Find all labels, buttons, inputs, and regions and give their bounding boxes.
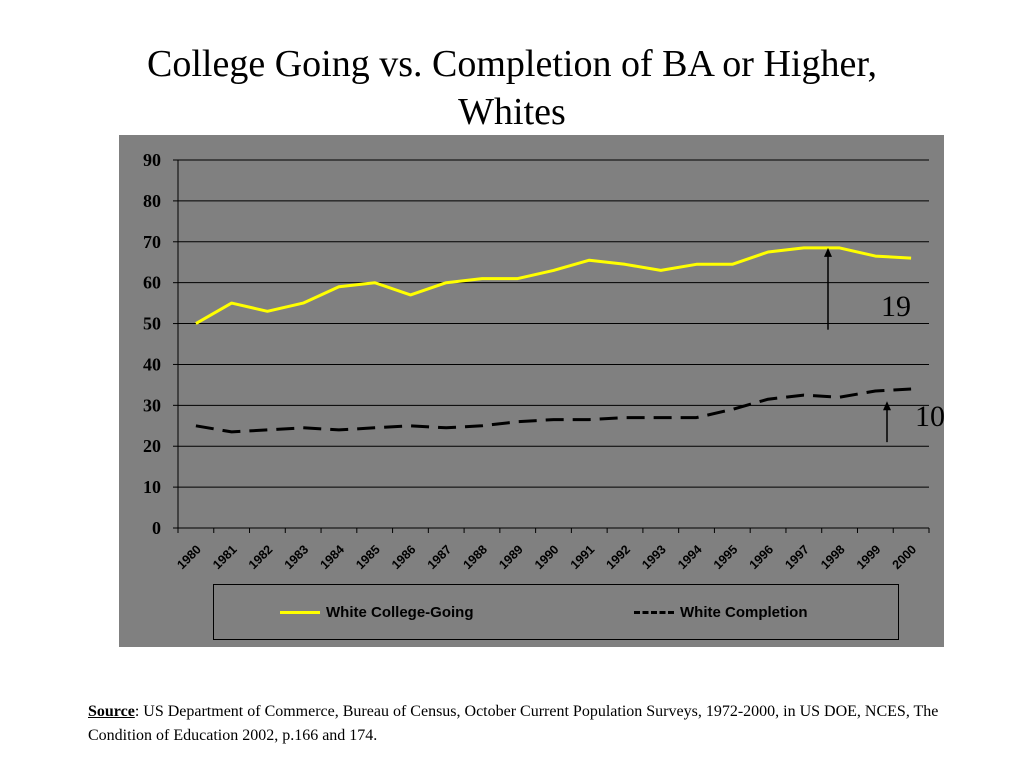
x-tick-label: 2000 bbox=[890, 542, 920, 572]
y-tick-label: 80 bbox=[143, 191, 161, 211]
y-tick-label: 60 bbox=[143, 273, 161, 293]
x-tick-label: 1988 bbox=[460, 542, 490, 572]
x-tick-label: 1997 bbox=[782, 542, 812, 572]
series-line-completion bbox=[195, 387, 912, 434]
x-tick-label: 1986 bbox=[389, 542, 419, 572]
x-tick-label: 1981 bbox=[210, 542, 240, 572]
y-tick-label: 70 bbox=[143, 232, 161, 252]
x-tick-label: 1994 bbox=[675, 542, 705, 572]
x-tick-label: 1998 bbox=[818, 542, 848, 572]
chart-panel: 0 10 20 30 40 50 60 70 80 90 1980 1981 1982 1983 1984… bbox=[119, 135, 944, 647]
x-tick-label: 1999 bbox=[854, 542, 884, 572]
x-tick-label: 1985 bbox=[353, 542, 383, 572]
x-tick-label: 1990 bbox=[532, 542, 562, 572]
y-tick-label: 30 bbox=[143, 395, 161, 415]
y-tick-label: 10 bbox=[143, 477, 161, 497]
legend-item-completion: White Completion bbox=[634, 604, 808, 621]
x-tick-label: 1984 bbox=[317, 542, 347, 572]
gap-arrow-college-head bbox=[824, 247, 832, 257]
x-tick-label: 1989 bbox=[496, 542, 526, 572]
gap-label-college: 19 bbox=[881, 290, 911, 323]
y-tick-label: 40 bbox=[143, 354, 161, 374]
chart-legend: White College-Going White Completion bbox=[213, 584, 899, 640]
axes bbox=[173, 159, 930, 533]
y-tick-label: 90 bbox=[143, 150, 161, 170]
x-tick-label: 1995 bbox=[711, 542, 741, 572]
y-tick-label: 50 bbox=[143, 314, 161, 334]
x-tick-label: 1993 bbox=[639, 542, 669, 572]
source-text: : US Department of Commerce, Bureau of C… bbox=[88, 703, 939, 744]
legend-item-college-going: White College-Going bbox=[280, 604, 474, 621]
series-line-college-going bbox=[195, 246, 912, 325]
source-note: Source: US Department of Commerce, Burea… bbox=[88, 700, 988, 748]
y-tick-labels: 0 10 20 30 40 50 60 70 80 90 bbox=[143, 150, 161, 538]
x-tick-label: 1991 bbox=[568, 542, 598, 572]
y-tick-label: 20 bbox=[143, 436, 161, 456]
x-tick-label: 1996 bbox=[747, 542, 777, 572]
annotations: 19 10 bbox=[824, 247, 944, 443]
legend-label-college-going: White College-Going bbox=[326, 604, 474, 621]
legend-swatch-solid bbox=[280, 611, 320, 614]
x-tick-labels: 1980 1981 1982 1983 1984 1985 1986 1987 1988 1989… bbox=[174, 542, 919, 572]
x-tick-label: 1983 bbox=[282, 542, 312, 572]
source-label: Source bbox=[88, 703, 135, 720]
x-tick-label: 1987 bbox=[425, 542, 455, 572]
chart-title: College Going vs. Completion of BA or Hi… bbox=[0, 40, 1024, 136]
x-tick-label: 1992 bbox=[604, 542, 634, 572]
x-tick-label: 1982 bbox=[246, 542, 276, 572]
title-line-2: Whites bbox=[458, 91, 566, 133]
gap-arrow-completion-head bbox=[883, 401, 891, 411]
line-chart: 0 10 20 30 40 50 60 70 80 90 1980 1981 1982 1983 1984… bbox=[143, 150, 944, 572]
title-line-1: College Going vs. Completion of BA or Hi… bbox=[147, 43, 877, 85]
y-tick-label: 0 bbox=[152, 518, 161, 538]
legend-label-completion: White Completion bbox=[680, 604, 808, 621]
x-tick-label: 1980 bbox=[174, 542, 204, 572]
legend-swatch-dashed bbox=[634, 611, 674, 614]
gap-label-completion: 10 bbox=[915, 400, 944, 433]
gridlines bbox=[178, 159, 929, 488]
series-lines bbox=[195, 246, 912, 434]
